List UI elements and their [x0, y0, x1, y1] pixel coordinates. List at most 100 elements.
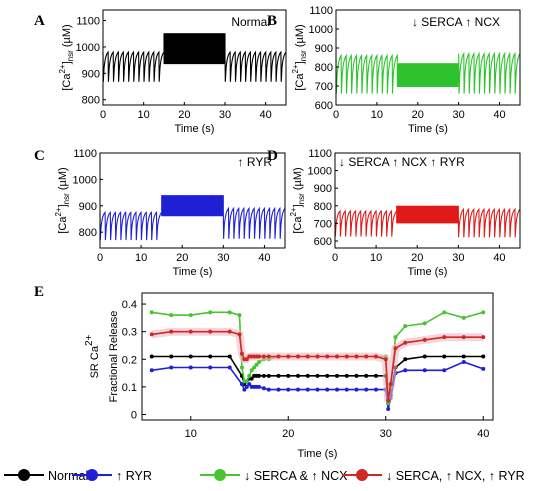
data-point [325, 387, 330, 392]
y-tick-label-A: 1100 [76, 16, 100, 28]
axes-frame-A [102, 9, 287, 106]
data-point [169, 365, 174, 370]
y-tick-label-B: 800 [315, 62, 333, 74]
data-point [296, 387, 300, 392]
data-point [315, 373, 320, 378]
y-tick-label-A: 900 [82, 68, 100, 80]
trace-line-C [99, 195, 286, 241]
data-point [403, 357, 408, 362]
x-tick-label-A: 40 [260, 109, 272, 121]
data-point [227, 329, 232, 334]
data-point [354, 373, 359, 378]
panel-letter-C: C [34, 148, 45, 164]
data-point [393, 335, 398, 340]
y-tick-label-A: 800 [82, 95, 100, 107]
x-tick-label-B: 10 [371, 109, 383, 121]
legend-swatch-marker [214, 469, 226, 481]
data-point [227, 310, 232, 315]
data-point [257, 384, 261, 389]
x-tick-label-D: 30 [452, 252, 464, 264]
data-point [266, 387, 271, 392]
data-point [257, 354, 261, 359]
x-tick-label-B: 0 [333, 109, 339, 121]
data-point [461, 335, 466, 340]
data-point [296, 373, 300, 378]
y-tick-label-D: 800 [314, 201, 332, 213]
data-point [315, 354, 320, 359]
x-tick-label-B: 20 [412, 109, 424, 121]
data-point [244, 379, 249, 384]
legend-swatch-marker [18, 469, 30, 481]
data-point [481, 354, 486, 359]
data-point [239, 365, 244, 370]
series-3 [149, 327, 486, 403]
data-point [254, 362, 259, 367]
x-tick-label-D: 40 [493, 252, 505, 264]
panel-C: C 0 10 20 30 40 800 900 1000 1100 Time (s) [Ca2+]ns… [34, 148, 286, 278]
x-tick-label-C: 30 [217, 252, 229, 264]
data-point [188, 313, 193, 318]
legend-item: ↑ RYR [72, 469, 152, 483]
data-point [442, 368, 447, 373]
data-point [335, 373, 339, 378]
data-point [257, 373, 261, 378]
data-point [257, 360, 261, 365]
data-point [169, 354, 174, 359]
data-point [247, 373, 252, 378]
data-point [296, 354, 300, 359]
data-point [149, 354, 154, 359]
x-tick-label-E: 20 [282, 428, 294, 440]
data-point [188, 365, 193, 370]
legend-item: ↓ SERCA, ↑ NCX, ↑ RYR [342, 469, 525, 483]
data-point [149, 310, 154, 315]
panel-letter-A: A [34, 13, 45, 29]
data-point [266, 373, 271, 378]
data-point [422, 321, 427, 326]
legend-item: ↓ SERCA & ↑ NCX [200, 469, 348, 483]
data-point [188, 354, 193, 359]
data-point [239, 382, 244, 387]
y-tick-label-B: 600 [315, 100, 333, 112]
data-point [383, 357, 388, 362]
data-point [354, 354, 359, 359]
y-tick-label-E: 0.1 [122, 382, 137, 394]
data-point [442, 354, 447, 359]
data-point [422, 337, 427, 342]
x-axis-label-E: Time (s) [298, 448, 338, 460]
legend-label: ↑ RYR [116, 469, 152, 483]
panel-B: B 0 10 20 30 40 600 700 800 900 1000 1100 Time (s) [C… [267, 5, 521, 135]
y-axis-label-C: [Ca2+]nsr (µM) [54, 167, 71, 233]
data-point [261, 386, 266, 391]
data-point [149, 332, 154, 337]
panel-letter-B: B [267, 13, 277, 29]
x-axis-label-C: Time (s) [173, 266, 213, 278]
y-tick-label-E: 0.2 [122, 354, 137, 366]
legend-swatch-marker [356, 469, 368, 481]
data-point [305, 354, 310, 359]
x-tick-label-D: 0 [332, 252, 338, 264]
data-point [354, 387, 359, 392]
y-tick-label-D: 1100 [308, 148, 332, 160]
x-tick-label-E: 30 [380, 428, 392, 440]
axes-frame-E [141, 292, 494, 421]
data-point [276, 373, 281, 378]
data-point [169, 313, 174, 318]
legend-label: ↓ SERCA & ↑ NCX [244, 469, 348, 483]
series-1 [149, 360, 486, 411]
y-tick-label-B: 700 [315, 81, 333, 93]
y-axis-label-line1-E: SR Ca2+ [84, 334, 101, 378]
data-point [188, 329, 193, 334]
y-tick-label-D: 600 [314, 236, 332, 248]
data-point [481, 366, 486, 371]
data-point [276, 354, 281, 359]
data-point [344, 373, 349, 378]
legend-label: Normal [48, 469, 88, 483]
y-tick-label-E: 0.4 [122, 299, 137, 311]
y-axis-label-D: [Ca2+]nsr (µM) [289, 167, 306, 233]
data-point [325, 354, 330, 359]
y-tick-label-A: 1000 [76, 42, 100, 54]
data-point [237, 332, 242, 337]
trace-line-D [334, 205, 521, 238]
data-point [442, 335, 447, 340]
